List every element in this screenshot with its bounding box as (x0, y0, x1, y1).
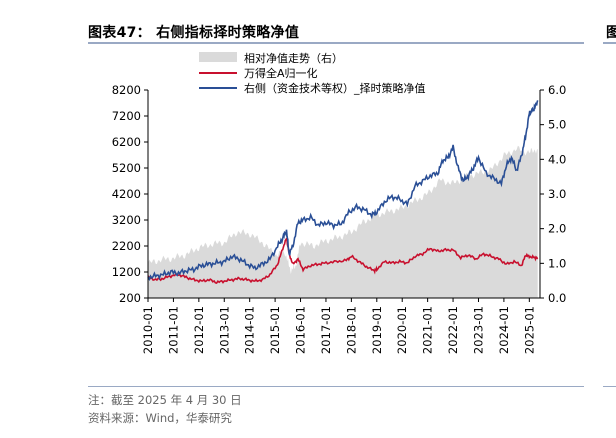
x-tick-label: 2023-01 (472, 306, 486, 354)
y-left-tick-label: 8200 (112, 83, 141, 97)
legend-label-area: 相对净值走势（右） (244, 51, 343, 65)
chart-title: 图表47： 右侧指标择时策略净值 (88, 25, 300, 41)
footer-rule (88, 386, 584, 387)
y-left-tick-label: 5200 (112, 161, 141, 175)
legend-label-blue: 右侧（资金技术等权）_择时策略净值 (244, 81, 426, 95)
series-line-wind-all-a (147, 236, 539, 285)
legend: 相对净值走势（右） 万得全A归一化 右侧（资金技术等权）_择时策略净值 (199, 51, 426, 95)
x-tick-label: 2022-01 (446, 306, 460, 354)
x-tick-label: 2013-01 (217, 306, 231, 354)
x-tick-label: 2012-01 (192, 306, 206, 354)
x-tick-label: 2016-01 (294, 306, 308, 354)
next-panel-title-fragment: 图 (606, 25, 616, 41)
x-tick-label: 2019-01 (370, 306, 384, 354)
y-right-tick-label: 3.0 (548, 187, 566, 201)
x-tick-label: 2015-01 (268, 306, 282, 354)
x-tick-label: 2018-01 (344, 306, 358, 354)
series-line-strategy-nav (147, 100, 539, 282)
y-right-tick-label: 1.0 (548, 256, 566, 270)
y-left-tick-label: 4200 (112, 187, 141, 201)
x-tick-label: 2010-01 (141, 306, 155, 354)
y-right-tick-label: 0.0 (548, 291, 566, 305)
y-left-tick-label: 7200 (112, 109, 141, 123)
y-right-tick-label: 5.0 (548, 118, 566, 132)
source-note: 资料来源：Wind，华泰研究 (88, 411, 232, 425)
next-panel-rule (603, 42, 616, 44)
title-rule (88, 42, 584, 44)
next-panel-footer-rule (603, 386, 616, 387)
x-tick-label: 2020-01 (395, 306, 409, 354)
y-right-tick-label: 4.0 (548, 152, 566, 166)
x-tick-label: 2017-01 (319, 306, 333, 354)
y-left-tick-label: 3200 (112, 213, 141, 227)
x-tick-label: 2011-01 (166, 306, 180, 354)
footnote: 注：截至 2025 年 4 月 30 日 (88, 393, 242, 407)
legend-label-red: 万得全A归一化 (244, 66, 318, 80)
y-right-tick-label: 6.0 (548, 83, 566, 97)
x-tick-label: 2025-01 (522, 306, 536, 354)
y-left-tick-label: 2200 (112, 239, 141, 253)
legend-swatch-area (199, 52, 237, 62)
x-tick-label: 2024-01 (497, 306, 511, 354)
y-left-tick-label: 6200 (112, 135, 141, 149)
y-left-tick-label: 1200 (112, 265, 141, 279)
y-left-tick-label: 200 (119, 291, 141, 305)
y-right-tick-label: 2.0 (548, 222, 566, 236)
x-tick-label: 2014-01 (243, 306, 257, 354)
x-tick-label: 2021-01 (421, 306, 435, 354)
